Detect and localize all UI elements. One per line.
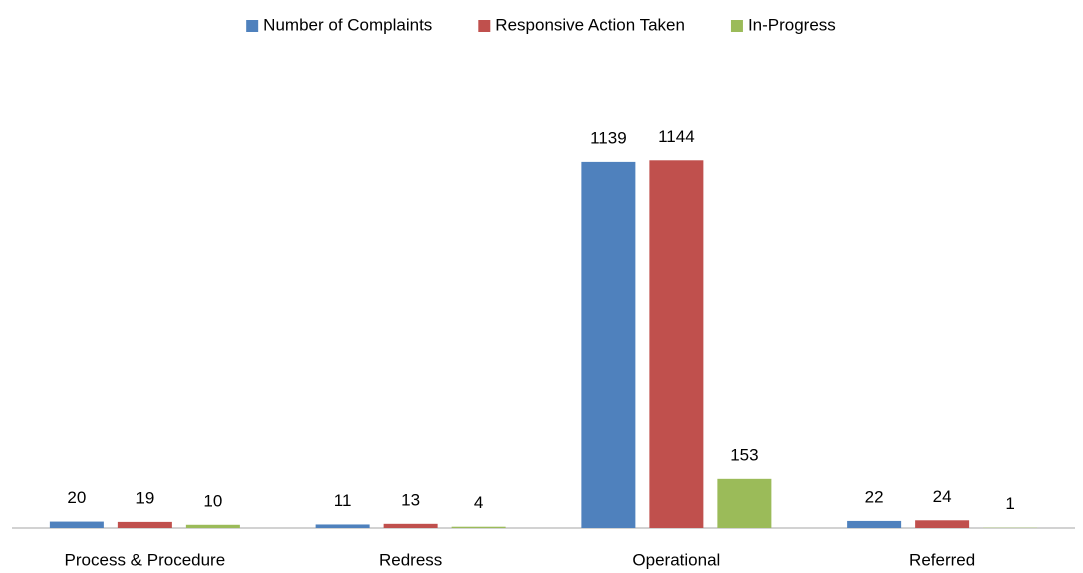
legend-label: Responsive Action Taken bbox=[495, 15, 685, 34]
legend-label: In-Progress bbox=[748, 15, 836, 34]
bar bbox=[451, 526, 506, 528]
legend-label: Number of Complaints bbox=[263, 15, 432, 34]
bar bbox=[185, 524, 240, 528]
data-label: 24 bbox=[933, 487, 952, 506]
data-label: 1139 bbox=[590, 128, 627, 147]
bar bbox=[915, 520, 970, 528]
x-tick-label: Referred bbox=[909, 550, 975, 569]
data-label: 19 bbox=[135, 488, 154, 507]
x-tick-label: Redress bbox=[379, 550, 442, 569]
bar bbox=[581, 161, 636, 528]
data-label: 20 bbox=[67, 488, 86, 507]
bar bbox=[717, 478, 772, 528]
bar bbox=[383, 523, 438, 528]
data-label: 11 bbox=[334, 491, 352, 510]
data-label: 153 bbox=[730, 445, 758, 464]
data-label: 22 bbox=[865, 487, 884, 506]
legend-swatch bbox=[246, 20, 259, 32]
legend-swatch bbox=[730, 20, 743, 32]
bar bbox=[847, 520, 902, 528]
bar bbox=[117, 521, 172, 528]
x-tick-label: Process & Procedure bbox=[65, 550, 226, 569]
bar bbox=[315, 524, 370, 528]
bar bbox=[49, 521, 104, 528]
data-label: 10 bbox=[203, 491, 222, 510]
data-label: 1144 bbox=[658, 127, 695, 146]
data-label: 1 bbox=[1005, 494, 1014, 513]
data-label: 4 bbox=[474, 493, 483, 512]
bar bbox=[649, 160, 704, 529]
x-tick-label: Operational bbox=[632, 550, 720, 569]
legend-swatch bbox=[478, 20, 491, 32]
data-label: 13 bbox=[401, 490, 420, 509]
